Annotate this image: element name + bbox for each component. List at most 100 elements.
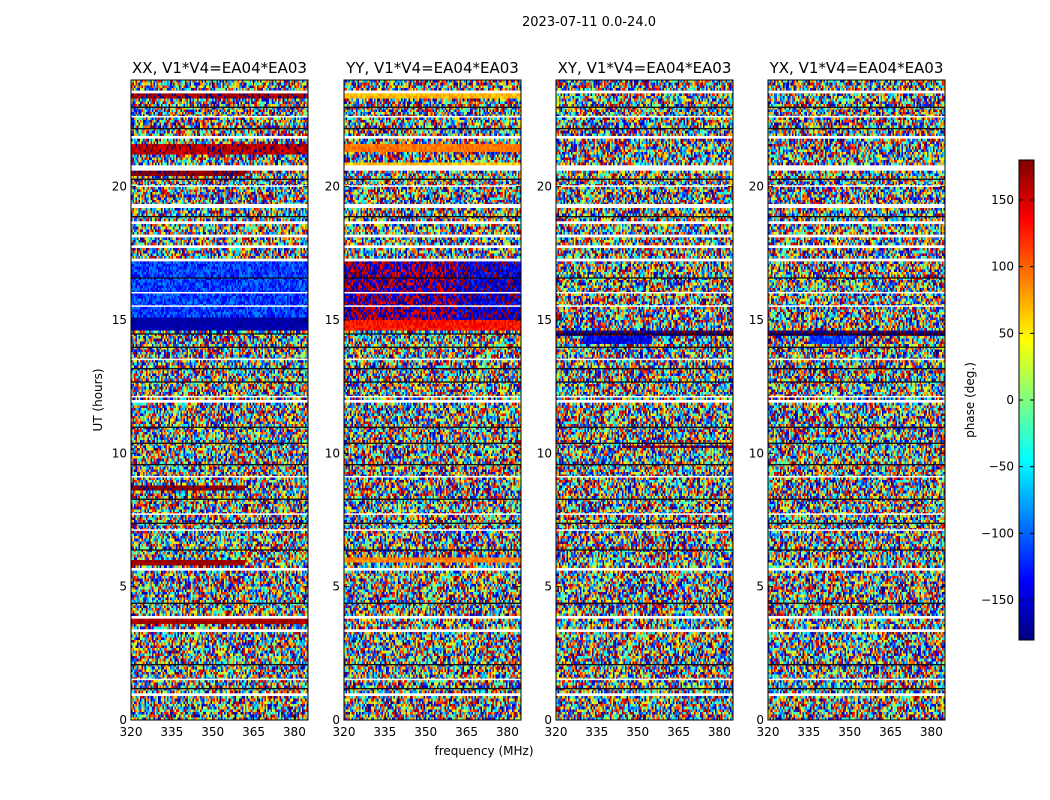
flagged-row <box>556 529 733 531</box>
flagged-row <box>768 116 945 118</box>
flagged-row <box>768 305 945 307</box>
flagged-row <box>344 629 521 632</box>
dark-row <box>768 549 945 551</box>
x-tick-label: 350 <box>201 725 224 739</box>
x-tick-label: 380 <box>708 725 731 739</box>
flagged-row <box>344 245 521 248</box>
flagged-row <box>344 476 521 478</box>
flagged-row <box>768 165 945 171</box>
x-tick-label: 365 <box>879 725 902 739</box>
dark-row <box>344 178 521 180</box>
flagged-row <box>556 116 733 118</box>
dark-row <box>131 664 308 666</box>
panel-title-yx: YX, V1*V4=EA04*EA03 <box>769 59 944 77</box>
y-tick-label: 5 <box>544 580 552 594</box>
y-tick-label: 15 <box>749 313 764 327</box>
dark-row <box>131 178 308 180</box>
x-axis-label: frequency (MHz) <box>434 744 533 758</box>
y-tick-label: 5 <box>332 580 340 594</box>
dark-row <box>556 522 733 524</box>
flagged-row <box>131 165 308 171</box>
flagged-row <box>556 305 733 307</box>
dark-row <box>768 381 945 383</box>
flagged-row <box>131 513 308 515</box>
dark-row <box>556 346 733 348</box>
flagged-row <box>131 358 308 361</box>
colorbar-tick-label: 0 <box>1006 393 1014 407</box>
flagged-row <box>131 245 308 248</box>
x-tick-label: 365 <box>455 725 478 739</box>
dark-row <box>344 602 521 604</box>
dark-row <box>556 688 733 690</box>
dark-row <box>131 498 308 500</box>
dark-row <box>131 277 308 279</box>
x-tick-label: 335 <box>373 725 396 739</box>
flagged-row <box>768 513 945 515</box>
colorbar-tick-label: −50 <box>989 460 1014 474</box>
flagged-row <box>768 629 945 632</box>
x-tick-label: 320 <box>120 725 143 739</box>
flagged-row <box>768 292 945 294</box>
dark-row <box>768 333 945 335</box>
flagged-row <box>344 165 521 171</box>
dark-row <box>344 464 521 466</box>
dark-row <box>344 498 521 500</box>
flagged-row <box>556 513 733 515</box>
flagged-row <box>344 204 521 208</box>
dark-row <box>768 216 945 218</box>
flagged-row <box>556 221 733 224</box>
dark-row <box>131 106 308 108</box>
dark-row <box>344 106 521 108</box>
flagged-row <box>344 358 521 361</box>
flagged-row <box>556 693 733 696</box>
dark-row <box>131 346 308 348</box>
x-tick-label: 335 <box>160 725 183 739</box>
flagged-row <box>344 693 521 696</box>
flagged-row <box>556 204 733 208</box>
flagged-row <box>344 616 521 619</box>
flagged-row <box>556 400 733 403</box>
flagged-row <box>131 678 308 681</box>
flagged-row <box>556 568 733 571</box>
flagged-row <box>556 292 733 294</box>
dark-row <box>768 442 945 444</box>
flagged-row <box>344 305 521 307</box>
flagged-row <box>556 165 733 171</box>
y-tick-label: 20 <box>112 180 127 194</box>
panel-xx: XX, V1*V4=EA04*EA03 320 335 350 365 380 0 5 10 15… <box>112 59 309 739</box>
x-tick-label: 365 <box>667 725 690 739</box>
dark-row <box>556 128 733 130</box>
dark-row <box>344 216 521 218</box>
dark-row <box>768 106 945 108</box>
dark-row <box>344 381 521 383</box>
panel-title-yy: YY, V1*V4=EA04*EA03 <box>345 59 519 77</box>
dark-row <box>131 216 308 218</box>
flagged-row <box>768 476 945 478</box>
dark-row <box>556 549 733 551</box>
dark-row <box>131 688 308 690</box>
dark-row <box>344 368 521 370</box>
flagged-row <box>344 116 521 118</box>
dark-row <box>556 426 733 428</box>
flagged-row <box>344 396 521 398</box>
flagged-row <box>131 136 308 139</box>
y-tick-label: 5 <box>119 580 127 594</box>
dark-row <box>556 381 733 383</box>
colorbar-tick-label: −100 <box>981 526 1014 540</box>
flagged-row <box>131 305 308 307</box>
flagged-row <box>556 185 733 187</box>
flagged-row <box>344 513 521 515</box>
colorbar-tick-label: 100 <box>991 260 1014 274</box>
flagged-row <box>768 396 945 398</box>
flagged-row <box>344 292 521 294</box>
flagged-row <box>344 678 521 681</box>
dark-row <box>768 178 945 180</box>
y-tick-label: 20 <box>325 180 340 194</box>
flagged-row <box>768 234 945 238</box>
colorbar: 150 100 50 0 −50 −100 −150 <box>981 159 1035 641</box>
flagged-row <box>131 292 308 294</box>
dark-row <box>556 216 733 218</box>
dark-row <box>344 426 521 428</box>
flagged-row <box>344 568 521 571</box>
